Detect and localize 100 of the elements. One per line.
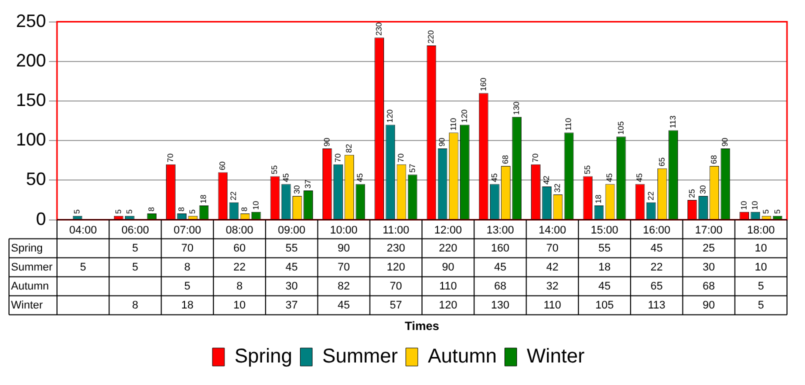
text: Winter [11, 299, 43, 312]
annotation: 18 [594, 194, 604, 204]
data-label: 10 [754, 261, 768, 274]
data-label: 42 [546, 261, 558, 274]
x-tick-label: 14:00 [538, 224, 566, 236]
annotation: 105 [616, 120, 626, 135]
annotation: 65 [657, 156, 666, 166]
legend-label: Spring [234, 346, 292, 368]
y-tick-label: 0 [36, 208, 46, 229]
data-label: 45 [598, 280, 611, 292]
data-label: 5 [758, 280, 764, 292]
text: Spring [11, 242, 43, 254]
annotation: 30 [292, 184, 302, 194]
data-label: 32 [546, 280, 558, 292]
annotation: 8 [147, 206, 156, 212]
annotation: 5 [188, 208, 198, 214]
text: Summer [11, 261, 53, 274]
annotation: 10 [740, 200, 749, 210]
data-label: 68 [494, 280, 506, 292]
data-label: 18 [598, 261, 611, 274]
data-label: 57 [390, 299, 402, 312]
annotation: 130 [512, 100, 522, 115]
text: Times [404, 319, 440, 334]
annotation: 70 [166, 152, 175, 162]
x-tick-label: 08:00 [226, 224, 254, 236]
y-tick-label: 150 [16, 90, 46, 110]
x-tick-label: 16:00 [642, 224, 670, 236]
data-label: 5 [758, 299, 764, 312]
annotation: 5 [124, 208, 134, 214]
data-label: 10 [233, 299, 246, 312]
annotation: 220 [426, 30, 436, 44]
y-tick-label: 50 [26, 169, 46, 190]
annotation: 18 [199, 194, 208, 204]
legend-label: Autumn [428, 346, 497, 368]
data-label: 37 [286, 299, 298, 312]
data-label: 110 [439, 280, 457, 292]
annotation: 160 [478, 77, 488, 92]
annotation: 110 [448, 117, 458, 131]
annotation: 10 [750, 200, 760, 210]
data-label: 160 [491, 242, 510, 254]
annotation: 230 [374, 22, 384, 36]
data-label: 90 [702, 299, 715, 312]
annotation: 8 [240, 206, 250, 212]
x-tick-label: 09:00 [278, 224, 306, 236]
annotation: 60 [218, 160, 228, 170]
data-label: 70 [338, 261, 350, 274]
x-tick-label: 10:00 [330, 224, 358, 236]
annotation: 32 [553, 183, 562, 192]
annotation: 10 [251, 200, 260, 210]
data-label: 230 [386, 242, 406, 254]
data-label: 18 [181, 299, 194, 312]
annotation: 45 [490, 172, 499, 182]
data-label: 30 [702, 261, 715, 274]
annotation: 5 [762, 208, 771, 214]
annotation: 113 [668, 115, 678, 128]
x-tick-label: 07:00 [174, 224, 202, 236]
y-tick-label: 100 [16, 130, 46, 150]
annotation: 22 [646, 190, 656, 200]
data-label: 8 [132, 299, 138, 312]
legend-label: Summer [322, 346, 398, 368]
data-label: 45 [494, 261, 506, 274]
data-label: 55 [598, 242, 611, 254]
data-label: 22 [233, 261, 246, 274]
data-label: 130 [491, 299, 510, 312]
annotation: 37 [303, 179, 312, 188]
annotation: 120 [386, 108, 395, 123]
annotation: 45 [281, 172, 290, 182]
data-label: 45 [338, 299, 350, 312]
annotation: 25 [687, 188, 696, 198]
data-label: 113 [648, 299, 666, 312]
annotation: 30 [698, 184, 708, 194]
annotation: 42 [542, 175, 552, 185]
x-tick-label: 13:00 [486, 224, 514, 236]
text: Autumn [11, 280, 49, 292]
annotation: 90 [720, 137, 730, 147]
data-label: 110 [544, 299, 562, 312]
annotation: 45 [635, 172, 644, 182]
y-tick-label: 200 [16, 50, 46, 70]
y-tick-label: 250 [16, 10, 46, 31]
data-label: 8 [236, 280, 243, 292]
data-label: 105 [595, 299, 614, 312]
data-label: 5 [80, 261, 86, 274]
annotation: 5 [72, 208, 82, 214]
data-label: 220 [438, 242, 458, 254]
x-tick-label: 04:00 [69, 224, 97, 236]
data-label: 22 [650, 261, 663, 274]
annotation: 68 [500, 154, 510, 164]
x-tick-label: 11:00 [382, 224, 410, 236]
data-label: 25 [702, 242, 715, 254]
data-label: 5 [132, 261, 138, 274]
x-tick-label: 12:00 [434, 224, 462, 236]
data-label: 55 [286, 242, 298, 254]
data-label: 68 [702, 280, 715, 292]
annotation: 45 [356, 172, 365, 182]
data-label: 5 [184, 280, 190, 292]
data-label: 45 [286, 261, 298, 274]
x-tick-label: 17:00 [695, 224, 723, 236]
data-label: 10 [754, 242, 768, 254]
annotation: 5 [772, 208, 782, 214]
data-label: 8 [184, 261, 190, 274]
